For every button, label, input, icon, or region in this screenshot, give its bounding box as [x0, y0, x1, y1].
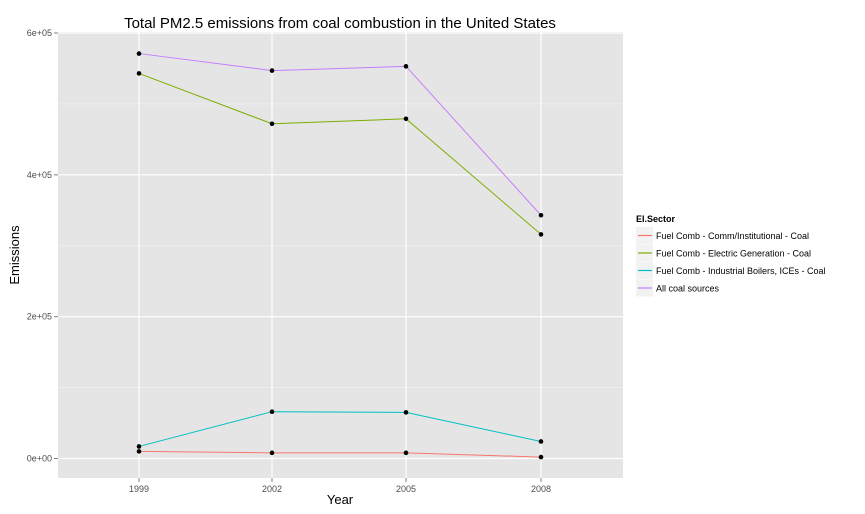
minor-gridlines — [58, 103, 623, 388]
data-point — [269, 409, 275, 414]
x-tick-label: 2005 — [396, 484, 416, 494]
data-point — [538, 439, 544, 444]
x-tick-label: 1999 — [129, 484, 149, 494]
legend-label: Fuel Comb - Comm/Institutional - Coal — [656, 231, 809, 241]
y-axis: 0e+00 2e+05 4e+05 6e+05 — [27, 28, 58, 464]
data-point — [538, 212, 544, 218]
legend-label: All coal sources — [656, 284, 720, 294]
data-point — [538, 232, 544, 237]
y-axis-title: Emissions — [7, 225, 22, 285]
series-line — [138, 72, 542, 235]
data-point — [136, 71, 142, 76]
data-point — [403, 410, 409, 415]
x-axis: 1999 2002 2005 2008 — [129, 478, 551, 494]
y-tick-label: 0e+00 — [27, 454, 52, 464]
data-point — [269, 121, 275, 127]
data-point — [136, 449, 142, 454]
data-point — [538, 454, 544, 460]
data-point — [403, 450, 409, 456]
x-tick-label: 2002 — [262, 484, 282, 494]
legend-label: Fuel Comb - Industrial Boilers, ICEs - C… — [656, 266, 826, 276]
chart-title: Total PM2.5 emissions from coal combusti… — [124, 15, 556, 32]
legend-label: Fuel Comb - Electric Generation - Coal — [656, 249, 811, 259]
data-point — [269, 450, 275, 456]
legend: EI.Sector Fuel Comb - Comm/Institutional… — [636, 214, 826, 297]
points-layer — [136, 51, 544, 460]
data-point — [136, 51, 142, 56]
y-tick-label: 2e+05 — [27, 312, 52, 322]
series-line — [138, 450, 542, 458]
data-point — [136, 444, 142, 449]
data-point — [403, 116, 409, 122]
data-point — [403, 64, 409, 69]
plot-background — [58, 32, 623, 478]
y-tick-label: 6e+05 — [27, 28, 52, 38]
series-layer — [138, 53, 542, 458]
series-line — [138, 411, 542, 447]
y-tick-label: 4e+05 — [27, 170, 52, 180]
data-point — [269, 68, 275, 73]
series-line — [138, 53, 542, 216]
legend-title: EI.Sector — [636, 214, 676, 224]
major-gridlines — [58, 32, 623, 478]
x-axis-title: Year — [327, 492, 354, 507]
x-tick-label: 2008 — [531, 484, 551, 494]
